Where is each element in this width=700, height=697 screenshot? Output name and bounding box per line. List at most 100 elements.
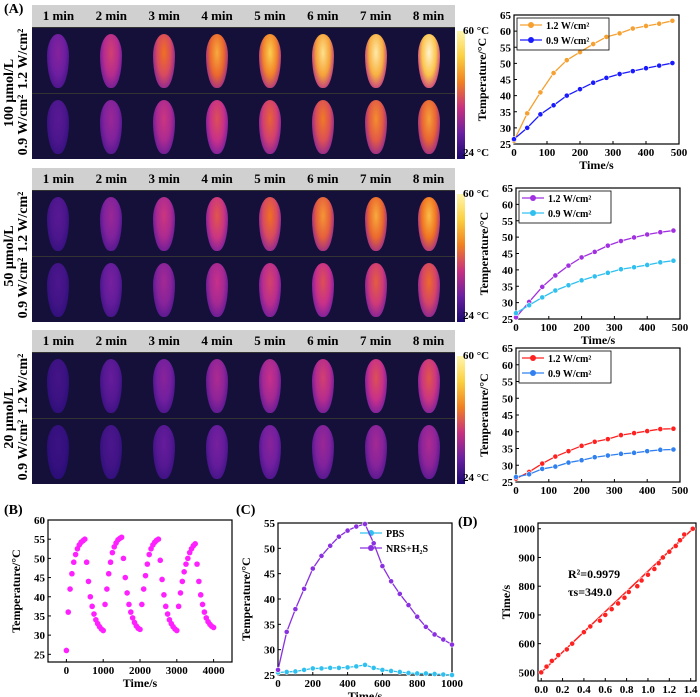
thermal-frame xyxy=(32,28,85,93)
x-tick-label: 100 xyxy=(541,322,558,334)
data-point xyxy=(65,609,72,615)
y-tick-label: 30 xyxy=(502,298,514,310)
sample-tube xyxy=(47,197,70,251)
data-point xyxy=(616,71,623,77)
sample-tube xyxy=(100,100,123,154)
sample-tube xyxy=(206,197,229,251)
time-header: 1 min 2 min 3 min 4 min 5 min 6 min 7 min 8 min xyxy=(32,168,455,190)
y-tick-label: 900 xyxy=(519,552,536,564)
thermal-frame xyxy=(402,28,455,93)
data-point xyxy=(581,629,587,636)
x-tick-label: 400 xyxy=(339,678,356,690)
thermal-row xyxy=(32,27,455,93)
sample-tube xyxy=(417,34,440,88)
data-point xyxy=(388,668,394,674)
data-point xyxy=(634,583,641,590)
data-point xyxy=(83,559,90,566)
x-tick-label: 1.2 xyxy=(662,684,676,696)
data-point xyxy=(440,671,447,678)
x-tick-label: 200 xyxy=(305,678,322,690)
data-point xyxy=(210,624,217,631)
data-point xyxy=(118,534,125,541)
y-axis-label: Time/s xyxy=(499,584,513,619)
time-label: 8 min xyxy=(412,333,445,348)
data-point xyxy=(618,238,624,244)
data-point xyxy=(550,102,557,109)
data-point xyxy=(174,627,180,634)
data-point xyxy=(379,667,386,673)
y-tick-label: 25 xyxy=(264,670,276,682)
thermal-frame xyxy=(349,419,402,484)
data-point xyxy=(100,627,106,634)
sample-tube xyxy=(153,100,176,154)
time-label: 8 min xyxy=(412,8,445,23)
y-axis-label: Temperature/°C xyxy=(239,557,253,640)
y-tick-label: 700 xyxy=(519,610,536,622)
data-point xyxy=(122,574,129,581)
y-tick-label: 35 xyxy=(502,444,514,456)
plot-frame xyxy=(513,14,680,145)
sample-tube xyxy=(153,359,176,413)
y-tick-label: 500 xyxy=(519,667,536,679)
legend-marker xyxy=(530,355,536,361)
legend-label: 1.2 W/cm² xyxy=(548,354,591,365)
data-point xyxy=(656,62,663,69)
x-tick-label: 400 xyxy=(639,485,656,497)
data-point xyxy=(578,442,585,449)
sample-tube xyxy=(47,263,70,317)
x-tick-label: 1.4 xyxy=(684,684,698,696)
sample-tube xyxy=(417,263,440,317)
data-point xyxy=(128,609,134,615)
sample-tube xyxy=(417,359,440,413)
data-point xyxy=(431,631,438,638)
y-tick-label: 50 xyxy=(500,58,512,70)
y-tick-label: 30 xyxy=(502,460,514,472)
y-axis-label: Temperature/°C xyxy=(477,373,491,456)
data-point xyxy=(379,563,386,569)
sample-tube xyxy=(47,34,70,88)
data-point xyxy=(563,57,570,64)
data-point xyxy=(362,521,368,527)
x-tick-label: 800 xyxy=(409,678,426,690)
x-tick-label: 0 xyxy=(64,665,70,677)
data-point xyxy=(629,68,636,75)
time-label: 4 min xyxy=(201,171,233,186)
data-point xyxy=(669,60,676,66)
data-point xyxy=(104,586,110,592)
sample-tube xyxy=(153,34,176,88)
data-point xyxy=(142,572,149,579)
data-point xyxy=(645,571,651,578)
data-point xyxy=(569,640,576,647)
sample-tube xyxy=(206,34,229,88)
data-point xyxy=(590,79,597,86)
data-point xyxy=(644,231,651,238)
thermal-frame xyxy=(402,191,455,256)
thermal-block: 1 min 2 min 3 min 4 min 5 min 6 min 7 min 8 min… xyxy=(16,330,455,484)
time-label: 3 min xyxy=(148,8,180,23)
data-point xyxy=(109,549,116,556)
time-label: 1 min xyxy=(42,171,75,186)
data-point xyxy=(318,665,325,672)
thermal-frame xyxy=(244,94,297,159)
data-point xyxy=(603,34,610,40)
x-tick-label: 0 xyxy=(511,147,517,159)
sample-tube xyxy=(311,263,334,317)
thermal-row xyxy=(32,352,455,418)
legend-marker xyxy=(368,545,374,551)
x-axis-label: Time/s xyxy=(579,158,614,172)
time-label: 8 min xyxy=(412,171,445,186)
data-point xyxy=(587,623,594,630)
data-point xyxy=(164,611,171,617)
legend-label: 1.2 W/cm² xyxy=(546,21,589,32)
legend-marker xyxy=(528,22,534,28)
sample-tube xyxy=(311,34,334,88)
data-point xyxy=(120,555,127,562)
thermal-frame xyxy=(349,94,402,159)
sample-tube xyxy=(258,263,281,317)
data-point xyxy=(196,578,202,585)
data-point xyxy=(631,430,637,436)
legend-marker xyxy=(530,210,536,216)
data-point xyxy=(199,601,206,608)
sample-tube xyxy=(364,425,387,479)
data-point xyxy=(301,667,307,673)
